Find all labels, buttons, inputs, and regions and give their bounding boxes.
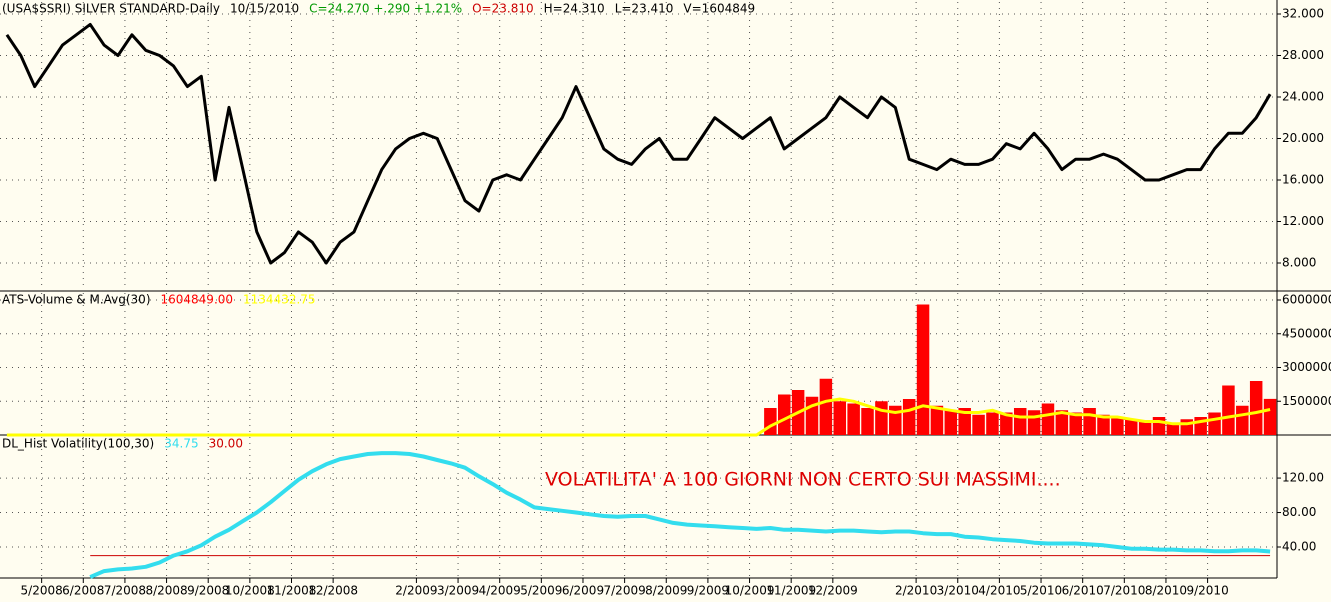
header-text: C=24.270 +.290 +1.21% (309, 2, 462, 16)
y-tick-label: 8.000 (1282, 255, 1316, 269)
x-tick-label: 10/2008 (225, 584, 275, 598)
y-tick-label: 120.00 (1282, 471, 1324, 485)
legend-value: 34.75 (164, 437, 198, 451)
legend-value: 1604849.00 (161, 293, 234, 307)
x-tick-label: 9/2009 (687, 584, 729, 598)
bar (847, 403, 860, 435)
bar (1055, 410, 1069, 435)
x-tick-label: 8/2008 (145, 584, 187, 598)
y-tick-label: 4500000 (1282, 326, 1331, 340)
bar (1111, 417, 1124, 435)
bar (1097, 414, 1110, 435)
x-tick-label: 11/2008 (267, 584, 317, 598)
legend-value: 1134432.75 (243, 293, 316, 307)
bar (902, 399, 916, 435)
bar (916, 304, 930, 435)
x-tick-label: 3/2009 (437, 584, 479, 598)
y-tick-label: 12.000 (1282, 214, 1324, 228)
bar (958, 408, 971, 435)
x-tick-label: 6/2010 (1062, 584, 1104, 598)
legend-label: DL_Hist Volatility(100,30) (2, 437, 154, 451)
y-tick-label: 20.000 (1282, 131, 1324, 145)
legend-value: 30.00 (209, 437, 243, 451)
x-tick-label: 4/2009 (479, 584, 521, 598)
x-tick-label: 7/2008 (104, 584, 146, 598)
bar (986, 412, 999, 435)
y-tick-label: 32.000 (1282, 7, 1324, 21)
bar (1027, 410, 1041, 435)
x-tick-label: 6/2008 (62, 584, 104, 598)
bar (1083, 408, 1096, 435)
x-tick-label: 7/2010 (1103, 584, 1145, 598)
bar (1263, 398, 1277, 435)
bar (805, 396, 819, 435)
x-tick-label: 4/2010 (978, 584, 1020, 598)
bar (833, 401, 847, 435)
bar (1000, 412, 1013, 435)
y-tick-label: 28.000 (1282, 48, 1324, 62)
x-tick-label: 12/2009 (808, 584, 858, 598)
y-tick-label: 1500000 (1282, 394, 1331, 408)
x-tick-label: 5/2009 (520, 584, 562, 598)
y-tick-label: 6000000 (1282, 293, 1331, 307)
header-text: L=23.410 (615, 2, 674, 16)
annotation: VOLATILITA' A 100 GIORNI NON CERTO SUI M… (545, 469, 1061, 491)
bar (1138, 421, 1152, 435)
y-tick-label: 40.00 (1282, 539, 1316, 553)
x-tick-label: 9/2010 (1186, 584, 1228, 598)
x-tick-label: 7/2009 (604, 584, 646, 598)
x-tick-label: 9/2008 (187, 584, 229, 598)
x-tick-label: 2/2009 (395, 584, 437, 598)
x-tick-label: 3/2010 (937, 584, 979, 598)
x-tick-label: 11/2009 (766, 584, 816, 598)
bar (1069, 412, 1082, 435)
header-text: O=23.810 (472, 2, 534, 16)
bar (1152, 417, 1166, 435)
y-tick-label: 3000000 (1282, 360, 1331, 374)
bar (1125, 419, 1138, 435)
line (89, 451, 1271, 579)
bar (1236, 405, 1249, 435)
bar (1166, 423, 1180, 435)
line (5, 22, 1272, 265)
bar (1222, 385, 1235, 435)
x-tick-label: 10/2009 (725, 584, 775, 598)
bar (889, 405, 902, 435)
x-tick-label: 8/2009 (645, 584, 687, 598)
x-tick-label: 2/2010 (895, 584, 937, 598)
y-tick-label: 80.00 (1282, 505, 1316, 519)
x-tick-label: 5/2010 (1020, 584, 1062, 598)
bar (861, 408, 874, 435)
y-tick-label: 24.000 (1282, 90, 1324, 104)
header-text: V=1604849 (683, 2, 755, 16)
x-tick-label: 6/2009 (562, 584, 604, 598)
header-text: 10/15/2010 (230, 2, 299, 16)
header-text: H=24.310 (544, 2, 605, 16)
moving-average (6, 397, 1271, 437)
bar (1041, 403, 1055, 435)
legend-label: ATS-Volume & M.Avg(30) (2, 293, 151, 307)
bar (777, 394, 791, 435)
bar (819, 378, 833, 435)
bar (972, 414, 985, 435)
bar (875, 401, 888, 435)
bar (930, 405, 944, 435)
bar (764, 408, 777, 435)
bar (1249, 381, 1263, 435)
x-tick-label: 12/2008 (308, 584, 358, 598)
header-text: (USA$SSRI) SILVER STANDARD-Daily (2, 2, 220, 16)
x-tick-label: 8/2010 (1145, 584, 1187, 598)
x-tick-label: 5/2008 (21, 584, 63, 598)
bar (1013, 408, 1027, 435)
bar (944, 410, 958, 435)
bar (1208, 412, 1221, 435)
y-tick-label: 16.000 (1282, 172, 1324, 186)
